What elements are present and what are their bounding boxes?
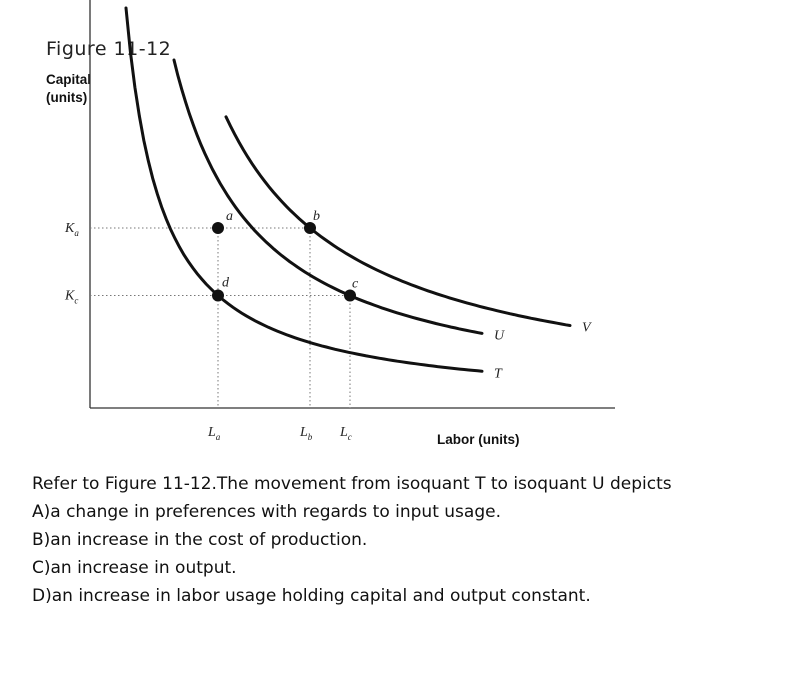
option-b[interactable]: B)an increase in the cost of production.: [32, 530, 368, 550]
isoquant-U: [172, 58, 484, 335]
point-a: [212, 222, 224, 234]
isoquant-label-T: T: [494, 366, 503, 381]
question-stem: Refer to Figure 11-12.The movement from …: [32, 474, 672, 494]
figure-title: Figure 11-12: [46, 38, 172, 60]
isoquant-label-V: V: [582, 321, 592, 336]
option-d[interactable]: D)an increase in labor usage holding cap…: [32, 586, 591, 606]
question-block: Refer to Figure 11-12.The movement from …: [32, 470, 772, 610]
y-tick-Ka: Ka: [64, 221, 79, 238]
y-axis-label-line2: (units): [46, 90, 87, 105]
isoquant-T: [124, 6, 484, 373]
isoquant-label-U: U: [494, 328, 505, 343]
option-c[interactable]: C)an increase in output.: [32, 558, 237, 578]
x-tick-La: La: [207, 425, 221, 442]
x-tick-Lc: Lc: [339, 425, 352, 442]
point-b: [304, 222, 316, 234]
y-axis-label-line1: Capital: [46, 72, 91, 87]
option-a[interactable]: A)a change in preferences with regards t…: [32, 502, 501, 522]
x-tick-Lb: Lb: [299, 425, 313, 442]
x-axis-label: Labor (units): [437, 432, 520, 447]
point-label-d: d: [222, 276, 230, 291]
isoquant-V: [224, 115, 572, 327]
point-label-a: a: [226, 209, 233, 224]
y-tick-Kc: Kc: [64, 289, 78, 306]
point-c: [344, 289, 356, 302]
isoquant-chart: Capital (units) Labor (units) T U Va b c d Ka K…: [46, 0, 615, 447]
point-label-c: c: [352, 277, 359, 292]
point-d: [212, 289, 224, 302]
point-label-b: b: [313, 209, 320, 224]
